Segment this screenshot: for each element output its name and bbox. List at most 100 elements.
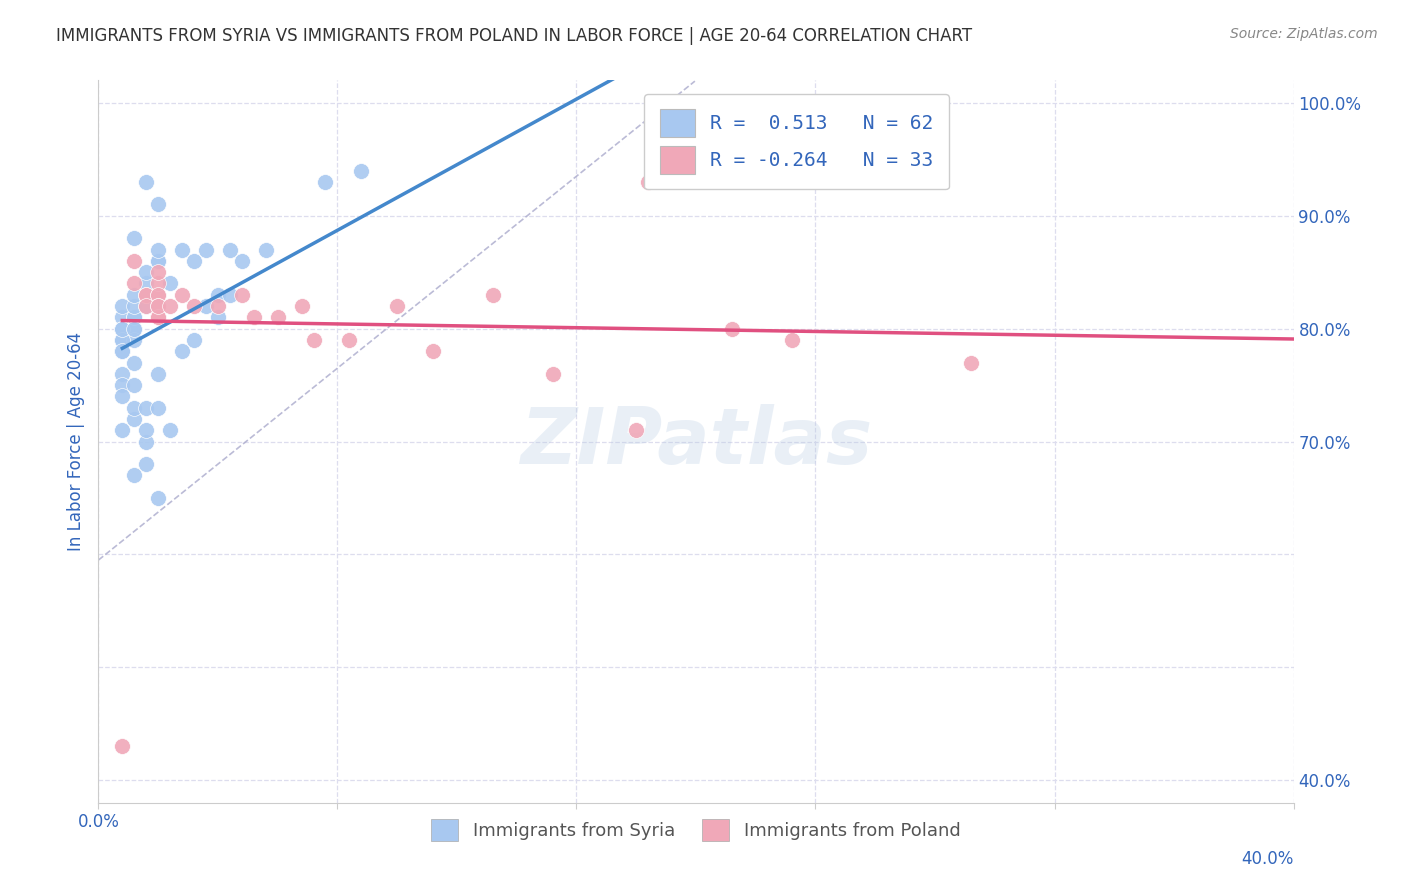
Point [124, 321, 146, 335]
Y-axis label: In Labor Force | Age 20-64: In Labor Force | Age 20-64 [66, 332, 84, 551]
Point [135, 265, 157, 279]
Point [207, 287, 229, 301]
Point [385, 299, 409, 313]
Point [541, 367, 564, 381]
Point [111, 423, 134, 437]
Point [148, 253, 170, 268]
Point [111, 321, 134, 335]
Point [135, 457, 157, 471]
Point [124, 299, 146, 313]
Point [626, 423, 648, 437]
Point [111, 299, 134, 313]
Point [148, 367, 170, 381]
Point [183, 299, 205, 313]
Point [350, 163, 373, 178]
Point [111, 389, 134, 403]
Point [339, 333, 361, 347]
Point [111, 344, 134, 359]
Point [135, 287, 157, 301]
Point [780, 333, 803, 347]
Point [183, 333, 205, 347]
Point [111, 333, 134, 347]
Point [135, 423, 157, 437]
Text: ZIPatlas: ZIPatlas [520, 403, 872, 480]
Point [111, 739, 134, 754]
Legend: Immigrants from Syria, Immigrants from Poland: Immigrants from Syria, Immigrants from P… [425, 812, 967, 848]
Point [243, 310, 266, 325]
Point [637, 175, 659, 189]
Point [111, 321, 134, 335]
Point [111, 367, 134, 381]
Point [148, 491, 170, 505]
Point [135, 434, 157, 449]
Point [124, 321, 146, 335]
Point [124, 401, 146, 415]
Point [124, 310, 146, 325]
Point [159, 299, 181, 313]
Point [148, 310, 170, 325]
Point [148, 243, 170, 257]
Point [183, 253, 205, 268]
Point [960, 355, 983, 369]
Point [111, 344, 134, 359]
Point [124, 378, 146, 392]
Point [111, 344, 134, 359]
Point [124, 231, 146, 245]
Point [124, 277, 146, 291]
Text: 40.0%: 40.0% [1241, 850, 1294, 868]
Point [422, 344, 444, 359]
Point [219, 243, 242, 257]
Point [148, 197, 170, 211]
Point [172, 287, 194, 301]
Point [195, 299, 218, 313]
Point [111, 321, 134, 335]
Point [124, 310, 146, 325]
Point [148, 310, 170, 325]
Point [135, 401, 157, 415]
Point [148, 287, 170, 301]
Point [302, 333, 325, 347]
Point [231, 287, 253, 301]
Point [135, 299, 157, 313]
Point [124, 321, 146, 335]
Point [482, 287, 505, 301]
Point [111, 310, 134, 325]
Point [267, 310, 290, 325]
Point [124, 412, 146, 426]
Point [148, 277, 170, 291]
Text: IMMIGRANTS FROM SYRIA VS IMMIGRANTS FROM POLAND IN LABOR FORCE | AGE 20-64 CORRE: IMMIGRANTS FROM SYRIA VS IMMIGRANTS FROM… [56, 27, 973, 45]
Point [172, 344, 194, 359]
Point [148, 299, 170, 313]
Point [135, 175, 157, 189]
Point [124, 253, 146, 268]
Point [159, 423, 181, 437]
Point [315, 175, 337, 189]
Point [650, 107, 672, 121]
Point [254, 243, 277, 257]
Point [124, 333, 146, 347]
Point [135, 299, 157, 313]
Point [195, 243, 218, 257]
Point [721, 321, 744, 335]
Point [159, 277, 181, 291]
Text: Source: ZipAtlas.com: Source: ZipAtlas.com [1230, 27, 1378, 41]
Point [148, 253, 170, 268]
Point [148, 265, 170, 279]
Point [135, 287, 157, 301]
Point [207, 310, 229, 325]
Point [124, 355, 146, 369]
Point [111, 378, 134, 392]
Point [124, 468, 146, 483]
Point [219, 287, 242, 301]
Point [148, 401, 170, 415]
Point [291, 299, 314, 313]
Point [148, 299, 170, 313]
Point [111, 333, 134, 347]
Point [172, 243, 194, 257]
Point [124, 321, 146, 335]
Point [124, 287, 146, 301]
Point [135, 287, 157, 301]
Point [207, 299, 229, 313]
Point [231, 253, 253, 268]
Point [135, 277, 157, 291]
